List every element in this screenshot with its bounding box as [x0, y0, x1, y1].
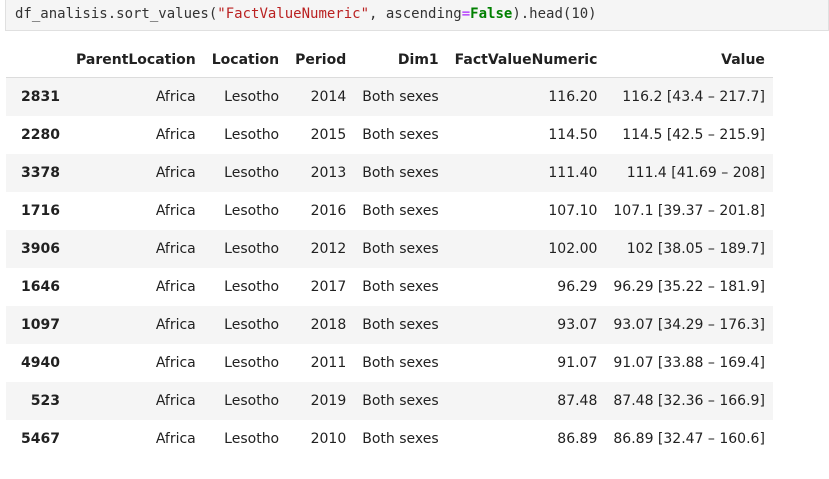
table-row: 1097 Africa Lesotho 2018 Both sexes 93.07 93.0… [6, 306, 773, 344]
row-index: 1097 [21, 317, 60, 333]
table-row: 2831 Africa Lesotho 2014 Both sexes 116.20 116… [6, 77, 773, 116]
cell-location: Lesotho [224, 317, 280, 333]
row-index: 1646 [21, 279, 60, 295]
row-index: 2280 [21, 127, 60, 143]
row-index: 2831 [21, 89, 60, 105]
table-row: 5467 Africa Lesotho 2010 Both sexes 86.89 86.8… [6, 420, 773, 458]
cell-period: 2019 [310, 393, 347, 409]
row-index: 3906 [21, 241, 60, 257]
cell-dim1: Both sexes [362, 431, 439, 447]
cell-factvaluenumeric: 96.29 [557, 279, 598, 295]
cell-location: Lesotho [224, 431, 280, 447]
dataframe-table: ParentLocation Location Period Dim1 Fact… [6, 42, 773, 458]
cell-location: Lesotho [224, 89, 280, 105]
code-equals: = [461, 6, 471, 22]
cell-parentlocation: Africa [155, 355, 196, 371]
cell-factvaluenumeric: 111.40 [548, 165, 598, 181]
cell-location: Lesotho [224, 165, 280, 181]
cell-value: 114.5 [42.5 – 215.9] [622, 127, 765, 143]
column-header-index [6, 42, 68, 78]
cell-period: 2013 [310, 165, 347, 181]
row-index: 523 [30, 393, 60, 409]
code-keyword: False [470, 6, 513, 22]
cell-dim1: Both sexes [362, 317, 439, 333]
cell-dim1: Both sexes [362, 89, 439, 105]
cell-factvaluenumeric: 116.20 [548, 89, 598, 105]
cell-factvaluenumeric: 107.10 [548, 203, 598, 219]
cell-location: Lesotho [224, 279, 280, 295]
cell-factvaluenumeric: 87.48 [557, 393, 598, 409]
cell-value: 102 [38.05 – 189.7] [626, 241, 765, 257]
cell-dim1: Both sexes [362, 279, 439, 295]
cell-parentlocation: Africa [155, 241, 196, 257]
column-header-period: Period [287, 42, 355, 78]
table-header-row: ParentLocation Location Period Dim1 Fact… [6, 42, 773, 78]
cell-dim1: Both sexes [362, 127, 439, 143]
cell-period: 2018 [310, 317, 347, 333]
cell-period: 2011 [310, 355, 347, 371]
cell-parentlocation: Africa [155, 393, 196, 409]
column-header-value: Value [605, 42, 773, 78]
row-index: 4940 [21, 355, 60, 371]
column-header-parentlocation: ParentLocation [68, 42, 204, 78]
cell-parentlocation: Africa [155, 89, 196, 105]
cell-parentlocation: Africa [155, 203, 196, 219]
cell-factvaluenumeric: 102.00 [548, 241, 598, 257]
row-index: 3378 [21, 165, 60, 181]
cell-value: 116.2 [43.4 – 217.7] [622, 89, 765, 105]
cell-value: 93.07 [34.29 – 176.3] [613, 317, 765, 333]
cell-dim1: Both sexes [362, 393, 439, 409]
row-index: 1716 [21, 203, 60, 219]
table-row: 4940 Africa Lesotho 2011 Both sexes 91.07 91.0… [6, 344, 773, 382]
cell-location: Lesotho [224, 355, 280, 371]
code-cell[interactable]: df_analisis.sort_values("FactValueNumeri… [5, 0, 829, 31]
table-row: 1716 Africa Lesotho 2016 Both sexes 107.10 107… [6, 192, 773, 230]
cell-factvaluenumeric: 93.07 [557, 317, 598, 333]
cell-period: 2016 [310, 203, 347, 219]
cell-value: 111.4 [41.69 – 208] [626, 165, 765, 181]
table-row: 2280 Africa Lesotho 2015 Both sexes 114.50 114… [6, 116, 773, 154]
row-index: 5467 [21, 431, 60, 447]
cell-location: Lesotho [224, 241, 280, 257]
table-row: 3378 Africa Lesotho 2013 Both sexes 111.40 111… [6, 154, 773, 192]
cell-output: ParentLocation Location Period Dim1 Fact… [6, 42, 773, 458]
column-header-factvaluenumeric: FactValueNumeric [446, 42, 606, 78]
cell-value: 96.29 [35.22 – 181.9] [613, 279, 765, 295]
cell-value: 91.07 [33.88 – 169.4] [613, 355, 765, 371]
cell-dim1: Both sexes [362, 355, 439, 371]
table-row: 523 Africa Lesotho 2019 Both sexes 87.48 87.48… [6, 382, 773, 420]
cell-dim1: Both sexes [362, 203, 439, 219]
table-row: 1646 Africa Lesotho 2017 Both sexes 96.29 96.2… [6, 268, 773, 306]
column-header-dim1: Dim1 [354, 42, 447, 78]
cell-dim1: Both sexes [362, 165, 439, 181]
cell-parentlocation: Africa [155, 317, 196, 333]
code-suffix: ).head(10) [512, 6, 597, 22]
cell-factvaluenumeric: 86.89 [557, 431, 598, 447]
code-line[interactable]: df_analisis.sort_values("FactValueNumeri… [15, 6, 597, 22]
cell-period: 2012 [310, 241, 347, 257]
code-prefix: df_analisis.sort_values( [15, 6, 218, 22]
cell-parentlocation: Africa [155, 165, 196, 181]
column-header-location: Location [203, 42, 288, 78]
cell-value: 107.1 [39.37 – 201.8] [613, 203, 765, 219]
cell-value: 87.48 [32.36 – 166.9] [613, 393, 765, 409]
cell-parentlocation: Africa [155, 431, 196, 447]
code-mid: , ascending [369, 6, 462, 22]
cell-dim1: Both sexes [362, 241, 439, 257]
table-row: 3906 Africa Lesotho 2012 Both sexes 102.00 102… [6, 230, 773, 268]
cell-period: 2010 [310, 431, 347, 447]
cell-period: 2017 [310, 279, 347, 295]
cell-location: Lesotho [224, 393, 280, 409]
cell-period: 2015 [310, 127, 347, 143]
cell-value: 86.89 [32.47 – 160.6] [613, 431, 765, 447]
cell-parentlocation: Africa [155, 127, 196, 143]
code-string-arg: "FactValueNumeric" [217, 6, 370, 22]
cell-location: Lesotho [224, 203, 280, 219]
cell-parentlocation: Africa [155, 279, 196, 295]
cell-factvaluenumeric: 114.50 [548, 127, 598, 143]
cell-location: Lesotho [224, 127, 280, 143]
cell-period: 2014 [310, 89, 347, 105]
cell-factvaluenumeric: 91.07 [557, 355, 598, 371]
